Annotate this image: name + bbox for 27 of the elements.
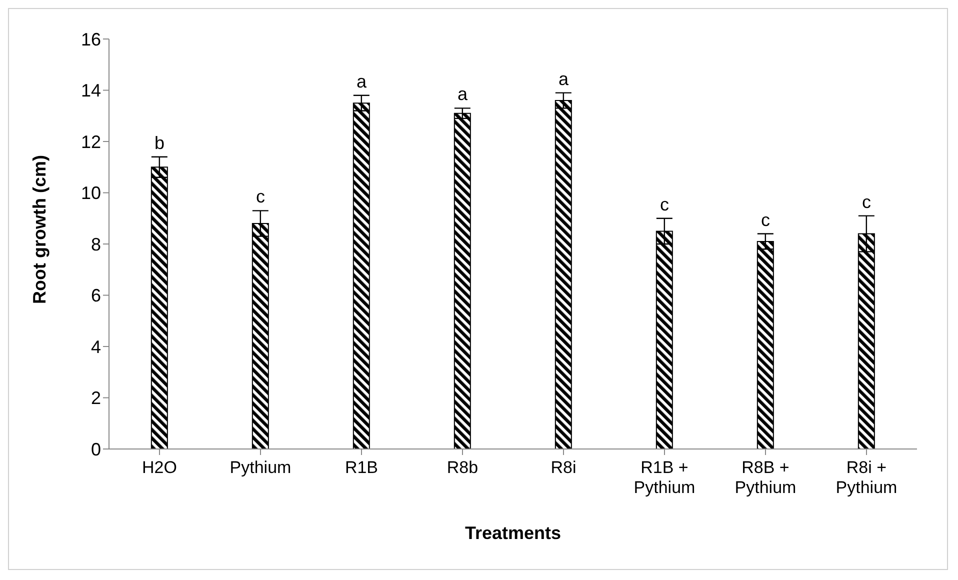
- y-tick-label: 0: [90, 439, 101, 460]
- x-tick-label: R8b: [446, 458, 478, 477]
- x-tick-label: Pythium: [230, 458, 292, 477]
- y-tick-label: 10: [80, 183, 101, 204]
- y-tick-label: 14: [80, 80, 101, 101]
- annotation: a: [457, 84, 468, 104]
- x-tick-label: R8B + Pythium: [734, 458, 796, 497]
- y-tick-label: 12: [80, 132, 101, 152]
- annotation: c: [761, 210, 770, 230]
- y-tick-label: 8: [90, 234, 101, 254]
- x-tick-label: R1B + Pythium: [634, 458, 696, 497]
- y-tick-label: 4: [90, 336, 101, 357]
- annotation: a: [356, 71, 368, 92]
- x-axis-title: Treatments: [464, 523, 562, 543]
- x-tick-label: R1B: [344, 458, 378, 477]
- annotation: a: [558, 68, 570, 89]
- annotation: c: [862, 192, 871, 212]
- annotation: b: [154, 132, 165, 153]
- y-axis-title: Root growth (cm): [29, 155, 50, 304]
- x-tick-label: H2O: [142, 458, 177, 477]
- annotation: c: [660, 194, 669, 214]
- y-tick-label: 16: [80, 29, 101, 50]
- y-tick-label: 2: [90, 388, 101, 408]
- x-tick-label: R8i: [550, 458, 576, 477]
- y-tick-label: 6: [90, 286, 101, 306]
- annotation: c: [256, 186, 265, 207]
- x-tick-label: R8i + Pythium: [836, 458, 898, 497]
